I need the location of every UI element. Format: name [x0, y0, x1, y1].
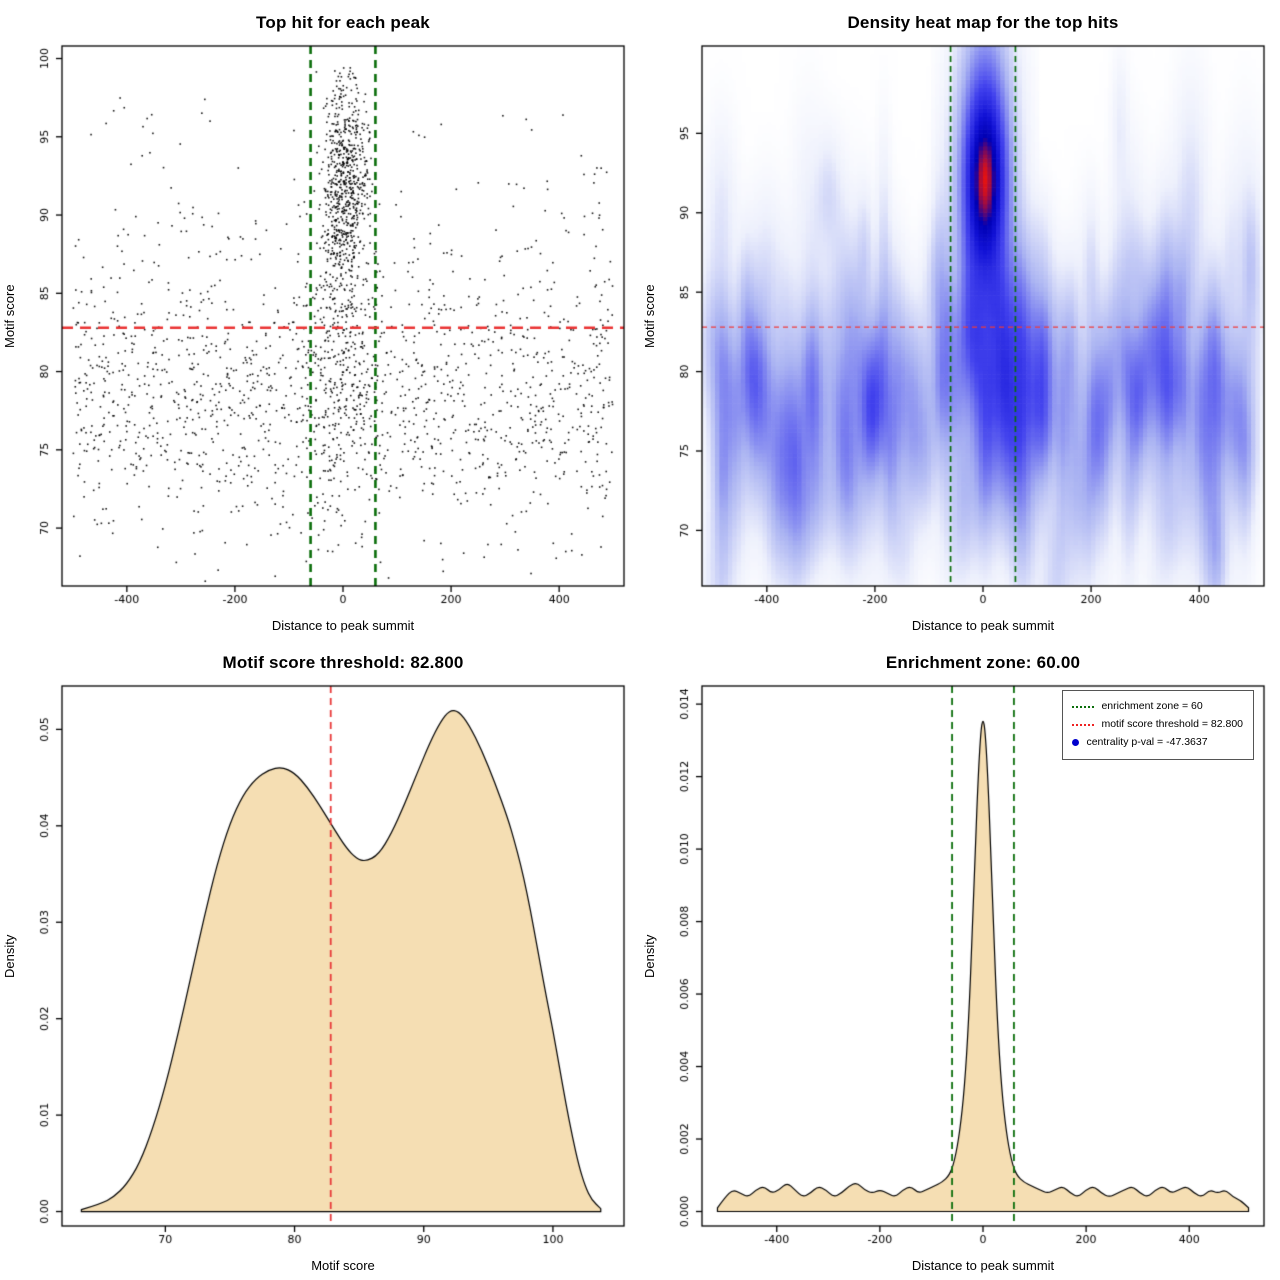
chart-title: Enrichment zone: 60.00	[885, 653, 1081, 672]
chart-title: Top hit for each peak	[256, 13, 430, 32]
legend-item-centrality-pval: centrality p-val = -47.3637	[1072, 734, 1243, 752]
legend-item-score-threshold: motif score threshold = 82.800	[1072, 716, 1243, 734]
heatmap-canvas	[640, 0, 1280, 640]
enrichment-zone-line-swatch	[1072, 705, 1095, 708]
centrality-pval-dot-swatch	[1072, 739, 1080, 747]
panel-top-hit-scatter: Top hit for each peak Distance to peak s…	[0, 0, 640, 640]
chart-title: Motif score threshold: 82.800	[222, 653, 464, 672]
x-axis-label: Motif score	[311, 1258, 375, 1273]
y-axis-label: Density	[2, 934, 17, 978]
legend-label: enrichment zone = 60	[1101, 700, 1203, 712]
x-axis-label: Distance to peak summit	[911, 1258, 1055, 1273]
panel-motif-score-density: Motif score threshold: 82.800 Motif scor…	[0, 640, 640, 1280]
x-axis-label: Distance to peak summit	[911, 618, 1055, 633]
y-axis-label: Motif score	[2, 284, 17, 348]
plot-legend: enrichment zone = 60 motif score thresho…	[1062, 690, 1254, 760]
score-density-canvas	[0, 640, 640, 1280]
y-axis-label: Density	[642, 934, 657, 978]
legend-item-enrichment-zone: enrichment zone = 60	[1072, 698, 1243, 716]
score-threshold-line-swatch	[1072, 723, 1095, 726]
x-axis-label: Distance to peak summit	[271, 618, 415, 633]
scatter-plot-canvas	[0, 0, 640, 640]
panel-density-heatmap: Density heat map for the top hits Distan…	[640, 0, 1280, 640]
chart-title: Density heat map for the top hits	[847, 13, 1119, 32]
legend-label: motif score threshold = 82.800	[1101, 717, 1243, 730]
panel-distance-density: Enrichment zone: 60.00 Distance to peak …	[640, 640, 1280, 1280]
y-axis-label: Motif score	[642, 284, 657, 348]
legend-label: centrality p-val = -47.3637	[1086, 735, 1208, 748]
